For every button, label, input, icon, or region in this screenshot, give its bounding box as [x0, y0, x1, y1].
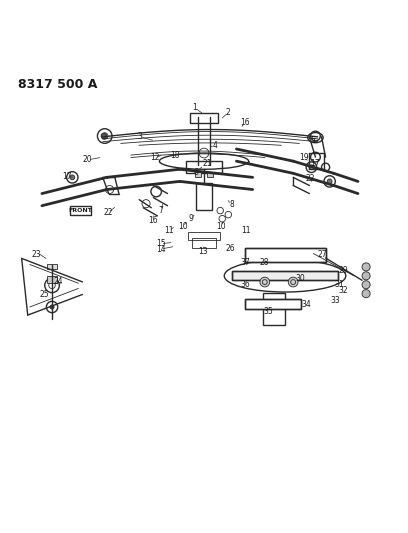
Bar [196, 183, 212, 210]
Circle shape [362, 281, 370, 289]
Circle shape [362, 272, 370, 280]
Circle shape [288, 277, 298, 287]
Bar [207, 173, 213, 177]
Bar [192, 238, 216, 248]
Ellipse shape [224, 260, 346, 292]
Text: 34: 34 [302, 301, 311, 310]
Text: 5: 5 [310, 136, 315, 146]
Text: 15: 15 [156, 239, 166, 248]
Bar [186, 161, 222, 173]
Bar [244, 248, 326, 262]
Text: 4: 4 [213, 141, 218, 150]
Text: 24: 24 [53, 277, 63, 286]
Bar [195, 173, 201, 177]
Text: 2: 2 [226, 108, 231, 117]
Bar [244, 299, 301, 309]
Circle shape [362, 263, 370, 271]
Bar [47, 264, 57, 270]
Bar [70, 206, 91, 215]
Text: FRONT: FRONT [69, 208, 92, 213]
Text: 22: 22 [306, 174, 315, 183]
Text: 22: 22 [103, 208, 113, 217]
Text: 30: 30 [295, 274, 305, 283]
Text: 17: 17 [62, 172, 72, 181]
Text: 36: 36 [241, 280, 251, 289]
Circle shape [309, 165, 314, 169]
Text: 10: 10 [178, 222, 188, 231]
Text: 8317 500 A: 8317 500 A [18, 78, 97, 91]
Bar [233, 271, 338, 280]
Circle shape [50, 305, 54, 309]
Text: 20: 20 [83, 156, 93, 164]
Circle shape [101, 133, 107, 139]
Text: 8: 8 [229, 200, 234, 209]
Text: 35: 35 [263, 306, 273, 316]
Bar [244, 299, 301, 309]
Bar [244, 248, 326, 262]
Text: 27: 27 [318, 250, 328, 259]
Text: 37: 37 [241, 258, 251, 267]
Circle shape [260, 277, 270, 287]
Text: 14: 14 [156, 245, 166, 254]
Circle shape [327, 179, 332, 184]
Bar [47, 276, 57, 282]
Bar [263, 293, 285, 325]
Text: 23: 23 [31, 250, 41, 259]
Bar [190, 112, 218, 123]
Circle shape [70, 175, 75, 180]
Text: 9: 9 [188, 214, 193, 223]
Text: 6: 6 [193, 167, 198, 176]
Text: 10: 10 [217, 222, 226, 231]
Text: 31: 31 [334, 280, 344, 289]
Text: 25: 25 [39, 289, 49, 298]
Ellipse shape [160, 153, 248, 169]
Text: 19: 19 [300, 154, 309, 163]
Text: 26: 26 [226, 244, 235, 253]
Text: 3: 3 [137, 132, 142, 141]
Circle shape [362, 289, 370, 298]
Text: 17: 17 [310, 159, 319, 168]
Text: 12: 12 [150, 154, 159, 163]
Text: 21: 21 [202, 159, 212, 168]
Bar [233, 271, 338, 280]
Text: 7: 7 [158, 206, 163, 215]
Text: 18: 18 [170, 151, 180, 160]
Text: 32: 32 [338, 286, 348, 295]
Text: 1: 1 [192, 103, 197, 112]
Text: 28: 28 [259, 258, 269, 267]
Text: 11: 11 [241, 227, 251, 236]
Text: 33: 33 [330, 296, 340, 305]
Text: 16: 16 [240, 118, 249, 127]
Bar [70, 206, 91, 215]
Circle shape [102, 133, 108, 139]
Text: 29: 29 [338, 266, 348, 275]
Text: 11: 11 [164, 227, 173, 236]
Bar [188, 232, 220, 240]
Text: 16: 16 [148, 216, 157, 225]
Circle shape [49, 282, 55, 288]
Text: 13: 13 [198, 247, 208, 256]
